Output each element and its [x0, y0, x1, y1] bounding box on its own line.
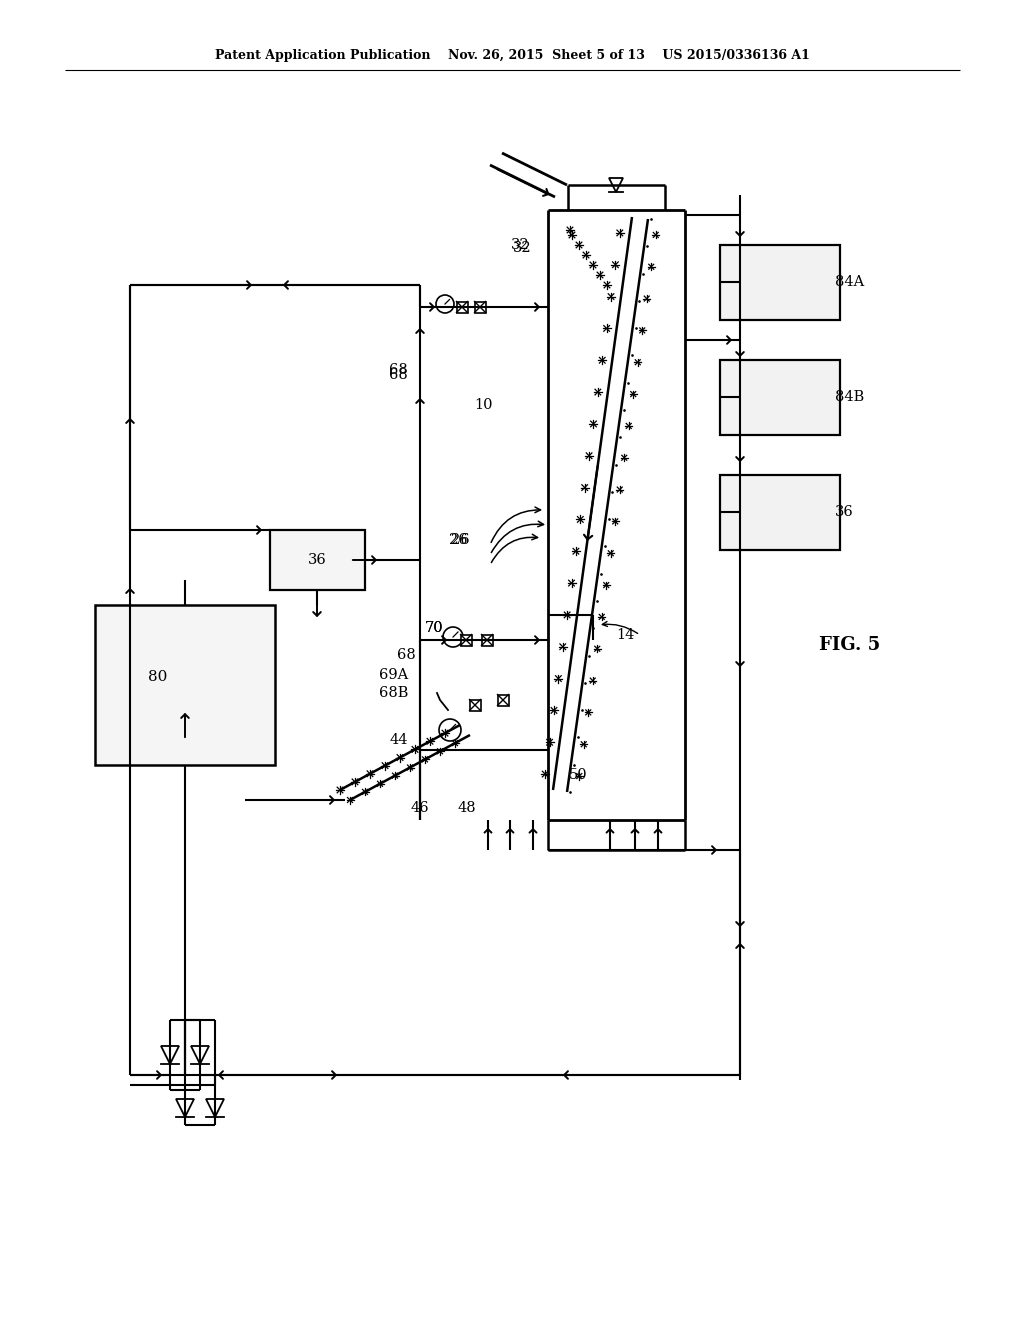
Text: 50: 50 [568, 768, 588, 781]
Text: 36: 36 [308, 553, 327, 568]
Text: 26: 26 [450, 533, 468, 546]
Text: 68: 68 [389, 368, 408, 381]
Text: 32: 32 [511, 238, 529, 252]
Bar [498, 694, 509, 705]
Text: 84A: 84A [835, 275, 864, 289]
Text: 48: 48 [458, 801, 476, 814]
Bar [720, 360, 840, 436]
Bar [461, 635, 471, 645]
Text: 80: 80 [148, 671, 168, 684]
Text: 68: 68 [389, 363, 408, 378]
Text: 70: 70 [424, 620, 443, 635]
Bar [469, 700, 480, 710]
Text: 26: 26 [452, 533, 470, 546]
Text: Patent Application Publication    Nov. 26, 2015  Sheet 5 of 13    US 2015/033613: Patent Application Publication Nov. 26, … [215, 49, 809, 62]
Text: 10: 10 [475, 399, 494, 412]
Text: 14: 14 [615, 628, 634, 642]
Bar [474, 301, 485, 313]
Bar [720, 246, 840, 319]
Text: 36: 36 [835, 506, 854, 519]
Text: 32: 32 [513, 242, 531, 255]
Text: 44: 44 [389, 733, 408, 747]
Bar [457, 301, 468, 313]
Text: 68B: 68B [379, 686, 408, 700]
Text: 46: 46 [411, 801, 429, 814]
Bar [95, 605, 275, 766]
Bar [270, 531, 365, 590]
Text: 84B: 84B [835, 389, 864, 404]
Bar [720, 475, 840, 550]
Bar [481, 635, 493, 645]
Text: 70: 70 [424, 620, 443, 635]
Text: FIG. 5: FIG. 5 [819, 636, 881, 653]
Text: 68: 68 [397, 648, 416, 663]
Text: 69A: 69A [379, 668, 408, 682]
